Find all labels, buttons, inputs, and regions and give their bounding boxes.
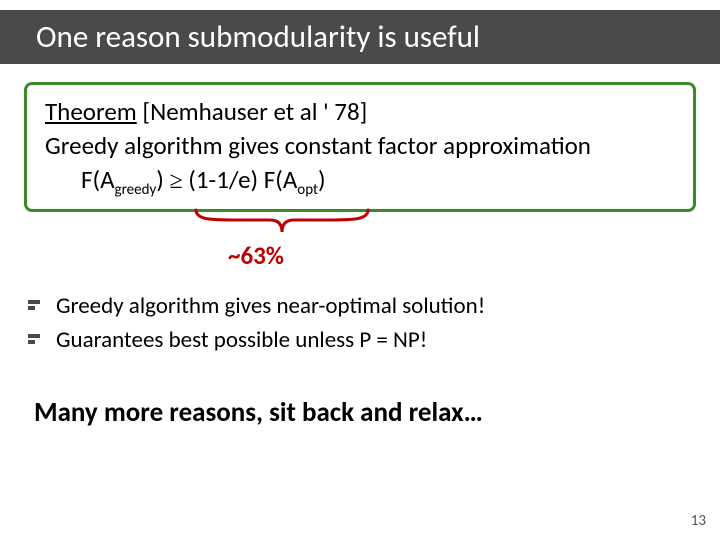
formula-mid: (1-1/e) F(A	[183, 164, 298, 195]
closing-statement: Many more reasons, sit back and relax…	[34, 396, 690, 429]
slide: One reason submodularity is useful Theor…	[0, 0, 720, 540]
theorem-label: Theorem	[45, 96, 137, 127]
page-number: 13	[691, 512, 706, 530]
formula-lhs-suffix: )	[156, 164, 169, 195]
formula-lhs-prefix: F(A	[81, 164, 115, 195]
formula-rhs-suffix: )	[318, 164, 326, 195]
bullet-icon	[28, 300, 42, 314]
formula-op: ≥	[169, 168, 182, 194]
theorem-statement: Greedy algorithm gives constant factor a…	[45, 129, 675, 163]
bullet-icon	[28, 334, 42, 348]
theorem-formula: F(Agreedy) ≥ (1-1/e) F(Aopt)	[45, 163, 675, 200]
title-bar: One reason submodularity is useful	[0, 10, 720, 64]
percent-annotation: ~63%	[228, 240, 284, 271]
bullet-text: Greedy algorithm gives near-optimal solu…	[56, 292, 485, 322]
list-item: Guarantees best possible unless P = NP!	[28, 326, 692, 356]
theorem-heading: Theorem [Nemhauser et al ' 78]	[45, 95, 675, 129]
list-item: Greedy algorithm gives near-optimal solu…	[28, 292, 692, 322]
bullet-text: Guarantees best possible unless P = NP!	[56, 326, 427, 356]
bullet-list: Greedy algorithm gives near-optimal solu…	[28, 292, 692, 360]
slide-title: One reason submodularity is useful	[0, 18, 480, 56]
formula-rhs-sub: opt	[297, 181, 318, 199]
theorem-box: Theorem [Nemhauser et al ' 78] Greedy al…	[24, 82, 696, 212]
formula-lhs-sub: greedy	[115, 181, 157, 199]
theorem-citation: [Nemhauser et al ' 78]	[137, 96, 368, 127]
